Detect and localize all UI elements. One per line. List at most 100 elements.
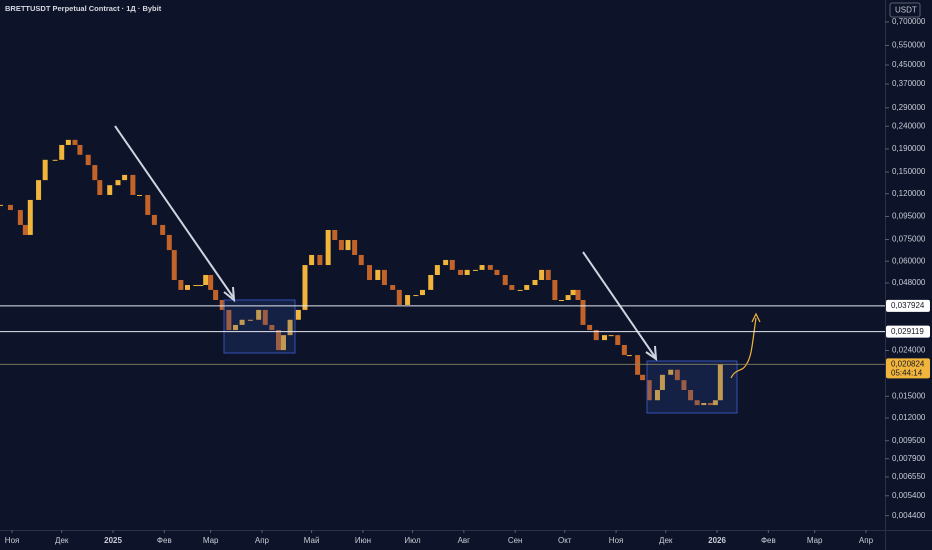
candle xyxy=(92,165,98,181)
candle xyxy=(396,289,402,305)
y-tick-label: 0,150000 xyxy=(892,167,926,176)
candle xyxy=(36,180,42,200)
candle xyxy=(635,355,641,375)
y-tick-label: 0,550000 xyxy=(892,41,926,50)
candle xyxy=(85,154,91,166)
candle xyxy=(428,274,434,290)
projection-arrow xyxy=(730,317,757,379)
candle xyxy=(381,269,387,286)
candle xyxy=(367,265,373,280)
x-tick-label: Авг xyxy=(458,536,471,545)
countdown-label: 05:44:14 xyxy=(891,368,923,377)
candle xyxy=(345,240,351,251)
candle xyxy=(621,344,627,356)
candle xyxy=(317,254,323,266)
trend-arrow xyxy=(582,251,656,358)
x-tick-label: 2026 xyxy=(708,536,726,545)
candle xyxy=(701,402,707,406)
candle xyxy=(193,285,199,287)
y-tick-label: 0,004400 xyxy=(892,511,926,520)
candle xyxy=(309,254,315,266)
y-tick-label: 0,009500 xyxy=(892,436,926,445)
candle xyxy=(479,265,485,270)
y-tick-label: 0,075000 xyxy=(892,235,926,244)
candle xyxy=(219,300,225,310)
x-tick-label: Фев xyxy=(761,536,776,545)
y-tick-label: 0,015000 xyxy=(892,391,926,400)
candle xyxy=(232,324,238,331)
candle xyxy=(72,139,78,145)
candle xyxy=(509,285,515,290)
candle xyxy=(276,330,282,351)
candle xyxy=(178,279,184,290)
candle xyxy=(626,355,632,357)
y-tick-label: 0,060000 xyxy=(892,256,926,265)
candle xyxy=(668,369,674,375)
y-tick-label: 0,007900 xyxy=(892,454,926,463)
y-tick-label: 0,120000 xyxy=(892,189,926,198)
level-label: 0,037924 xyxy=(891,301,925,310)
candle xyxy=(646,380,652,401)
candle xyxy=(615,335,621,345)
level-label: 0,029119 xyxy=(891,327,924,336)
candle xyxy=(659,374,665,390)
candle xyxy=(570,289,576,296)
candle xyxy=(17,210,23,225)
y-tick-label: 0,190000 xyxy=(892,144,926,153)
candle xyxy=(352,240,358,255)
x-tick-label: Апр xyxy=(859,536,874,545)
x-tick-label: Ноя xyxy=(5,536,20,545)
level-label-box xyxy=(886,325,930,338)
candle xyxy=(130,174,136,195)
candle xyxy=(107,185,113,195)
x-tick-label: Фев xyxy=(157,536,172,545)
candle xyxy=(295,309,301,320)
candle xyxy=(262,309,268,325)
candle xyxy=(115,180,121,186)
candle xyxy=(681,380,687,390)
candle xyxy=(539,269,545,280)
candle xyxy=(517,289,523,291)
candle xyxy=(97,180,103,195)
candle xyxy=(472,269,478,271)
candle xyxy=(198,285,204,287)
candle xyxy=(375,269,381,280)
arrow-head xyxy=(751,312,761,323)
plot-area xyxy=(0,139,723,406)
y-tick-label: 0,012000 xyxy=(892,413,926,422)
candle xyxy=(575,289,581,301)
x-tick-label: Дек xyxy=(659,536,673,545)
candle xyxy=(151,214,157,225)
candle xyxy=(419,289,425,296)
candle xyxy=(77,144,83,155)
candle xyxy=(65,139,71,145)
y-tick-label: 0,024000 xyxy=(892,346,926,355)
last-price-label: 0,020824 xyxy=(891,359,925,368)
y-tick-label: 0,095000 xyxy=(892,212,926,221)
y-tick-label: 0,290000 xyxy=(892,103,926,112)
x-tick-label: Мар xyxy=(807,536,823,545)
x-tick-label: Дек xyxy=(55,536,69,545)
candle xyxy=(27,199,33,235)
x-tick-label: Июн xyxy=(355,536,371,545)
y-tick-label: 0,006550 xyxy=(892,472,926,481)
trend-arrow xyxy=(114,125,234,298)
level-label-box xyxy=(886,299,930,312)
candle xyxy=(443,259,449,266)
candle xyxy=(160,224,166,235)
candle xyxy=(494,269,500,275)
candle xyxy=(184,285,190,290)
range-box xyxy=(223,299,296,354)
candle xyxy=(239,319,245,325)
candle xyxy=(226,309,232,331)
currency-box[interactable] xyxy=(889,2,921,18)
candle xyxy=(0,204,3,206)
last-price-box xyxy=(886,358,930,379)
candle xyxy=(22,224,28,235)
range-box xyxy=(646,360,738,414)
candle xyxy=(166,234,172,251)
candle xyxy=(502,274,508,286)
candle xyxy=(302,265,308,310)
currency-label[interactable]: USDT xyxy=(895,6,917,15)
